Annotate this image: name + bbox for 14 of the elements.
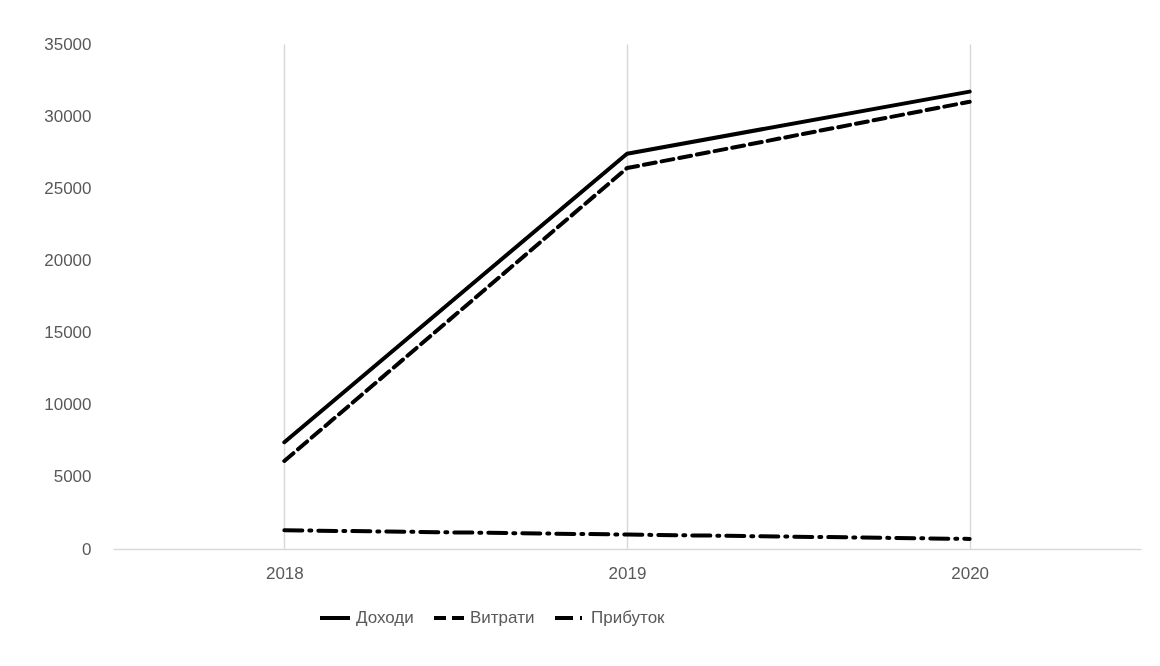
y-tick-label: 10000 — [44, 395, 92, 415]
x-tick-label: 2018 — [265, 563, 304, 583]
legend-label: Витрати — [470, 608, 535, 627]
y-tick-label: 0 — [82, 539, 92, 559]
y-tick-label: 20000 — [44, 250, 92, 270]
y-tick-label: 15000 — [44, 323, 92, 343]
legend-label: Прибуток — [591, 608, 666, 627]
x-tick-label: 2019 — [608, 563, 647, 583]
y-tick-label: 30000 — [44, 106, 92, 126]
x-tick-label: 2020 — [951, 563, 990, 583]
y-tick-label: 5000 — [53, 467, 92, 487]
y-tick-label: 35000 — [44, 34, 92, 54]
legend-label: Доходи — [356, 608, 414, 627]
y-tick-label: 25000 — [44, 178, 92, 198]
